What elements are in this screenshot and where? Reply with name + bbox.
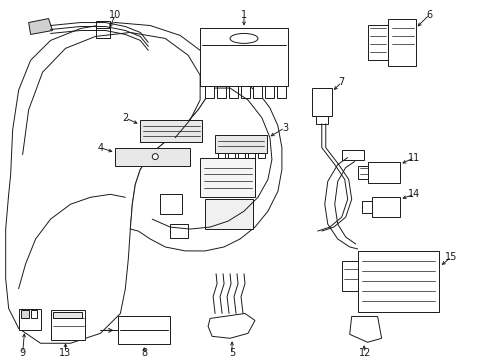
Bar	[238, 153, 245, 158]
Bar	[97, 21, 110, 39]
Text: 13: 13	[59, 348, 72, 358]
Bar	[362, 201, 371, 213]
Bar	[358, 251, 440, 312]
Text: 2: 2	[122, 113, 128, 123]
Bar	[30, 310, 37, 319]
Text: 14: 14	[408, 189, 420, 199]
Bar	[200, 158, 255, 197]
Circle shape	[152, 154, 158, 159]
Bar	[371, 197, 399, 217]
Bar	[215, 135, 267, 153]
Text: 15: 15	[445, 252, 458, 262]
Polygon shape	[350, 316, 382, 342]
Text: 3: 3	[282, 123, 288, 133]
Bar	[312, 88, 332, 116]
Bar	[342, 150, 364, 159]
Ellipse shape	[230, 33, 258, 44]
Text: 8: 8	[141, 348, 147, 358]
Text: 11: 11	[408, 153, 420, 163]
Bar	[358, 166, 368, 179]
Polygon shape	[130, 75, 282, 251]
Bar	[205, 199, 253, 229]
Bar	[205, 86, 214, 98]
Bar	[160, 194, 182, 214]
Bar	[342, 261, 358, 291]
Bar	[248, 153, 255, 158]
Text: 1: 1	[241, 10, 247, 19]
Text: 9: 9	[20, 348, 25, 358]
Bar	[140, 120, 202, 142]
Bar	[19, 309, 41, 330]
Bar	[253, 86, 262, 98]
Bar	[217, 86, 226, 98]
Text: 6: 6	[426, 10, 433, 19]
Bar	[119, 316, 170, 344]
Text: 10: 10	[109, 10, 122, 19]
Bar	[388, 19, 416, 66]
Bar	[170, 224, 188, 238]
Polygon shape	[6, 23, 212, 343]
Bar	[115, 148, 190, 166]
Bar	[258, 153, 265, 158]
Text: 7: 7	[339, 77, 345, 87]
Text: 5: 5	[229, 348, 235, 358]
Bar	[200, 28, 288, 86]
Bar	[229, 86, 238, 98]
Bar	[21, 310, 28, 319]
Bar	[218, 153, 225, 158]
Polygon shape	[208, 314, 255, 338]
Bar	[52, 312, 82, 319]
Bar	[316, 116, 328, 124]
Polygon shape	[28, 19, 52, 35]
Bar	[368, 162, 399, 183]
Bar	[368, 24, 388, 60]
Bar	[228, 153, 235, 158]
Bar	[241, 86, 250, 98]
Text: 12: 12	[359, 348, 371, 358]
Bar	[265, 86, 274, 98]
Bar	[277, 86, 286, 98]
Bar	[50, 310, 85, 340]
Text: 4: 4	[98, 143, 103, 153]
